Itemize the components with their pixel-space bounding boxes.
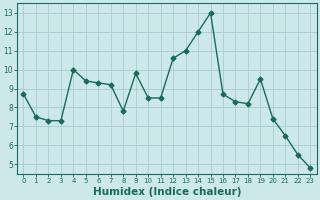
X-axis label: Humidex (Indice chaleur): Humidex (Indice chaleur) (93, 187, 241, 197)
